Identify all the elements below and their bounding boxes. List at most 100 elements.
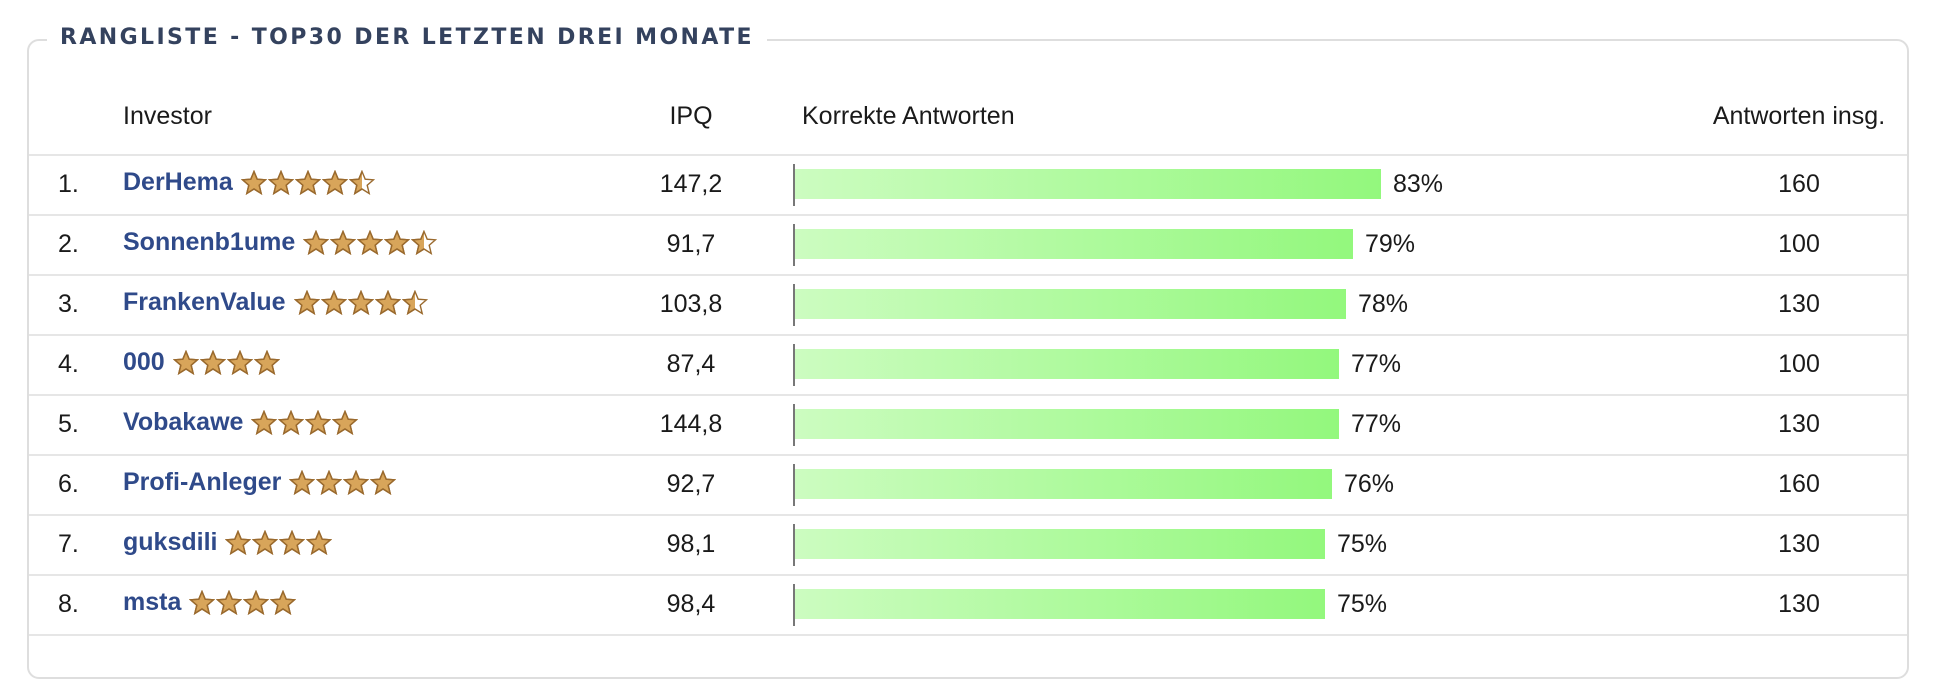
star-icon <box>348 169 375 195</box>
table-divider <box>29 634 1907 636</box>
correct-answers-bar <box>795 229 1353 259</box>
star-icon <box>251 409 278 435</box>
rank-number: 2. <box>58 230 79 258</box>
star-icon <box>305 409 332 435</box>
investor-cell: DerHema <box>123 168 376 197</box>
bar-axis <box>793 464 795 506</box>
total-answers: 160 <box>1778 170 1820 198</box>
star-icon <box>189 589 216 615</box>
panel-title: RANGLISTE - TOP30 DER LETZTEN DREI MONAT… <box>47 22 767 54</box>
correct-answers-bar <box>795 289 1346 319</box>
star-icon <box>303 229 330 255</box>
investor-cell: 000 <box>123 348 281 377</box>
rank-number: 6. <box>58 470 79 498</box>
star-icon <box>320 289 347 315</box>
investor-cell: Vobakawe <box>123 408 359 437</box>
ipq-value: 92,7 <box>666 470 716 498</box>
star-icon <box>374 289 401 315</box>
star-icon <box>357 229 384 255</box>
column-header-ipq: IPQ <box>669 102 713 130</box>
total-answers: 130 <box>1778 410 1820 438</box>
investor-cell: Profi-Anleger <box>123 468 397 497</box>
column-header-total-answers: Antworten insg. <box>1712 102 1886 130</box>
table-row: 8. msta 98,4 75% 130 <box>29 574 1907 634</box>
bar-axis <box>793 344 795 386</box>
rating-stars <box>251 409 359 436</box>
rank-number: 8. <box>58 590 79 618</box>
ipq-value: 91,7 <box>666 230 716 258</box>
column-header-correct-answers: Korrekte Antworten <box>802 102 1015 130</box>
investor-cell: msta <box>123 588 297 617</box>
star-icon <box>278 409 305 435</box>
investor-name-link[interactable]: guksdili <box>123 528 218 556</box>
correct-answers-percent: 77% <box>1351 410 1402 438</box>
correct-answers-percent: 75% <box>1337 590 1388 618</box>
investor-name-link[interactable]: Profi-Anleger <box>123 468 282 496</box>
bar-axis <box>793 284 795 326</box>
total-answers: 100 <box>1778 230 1820 258</box>
bar-axis <box>793 524 795 566</box>
star-icon <box>316 469 343 495</box>
table-header: Investor IPQ Korrekte Antworten Antworte… <box>29 94 1907 154</box>
rank-number: 3. <box>58 290 79 318</box>
bar-axis <box>793 404 795 446</box>
correct-answers-bar <box>795 409 1339 439</box>
total-answers: 100 <box>1778 350 1820 378</box>
star-icon <box>321 169 348 195</box>
ipq-value: 147,2 <box>659 170 723 198</box>
bar-axis <box>793 584 795 626</box>
star-icon <box>243 589 270 615</box>
star-icon <box>225 529 252 555</box>
investor-name-link[interactable]: 000 <box>123 348 165 376</box>
star-icon <box>252 529 279 555</box>
correct-answers-bar <box>795 349 1339 379</box>
table-row: 6. Profi-Anleger 92,7 76% 160 <box>29 454 1907 514</box>
table-row: 7. guksdili 98,1 75% 130 <box>29 514 1907 574</box>
ipq-value: 103,8 <box>659 290 723 318</box>
star-icon <box>226 349 253 375</box>
investor-name-link[interactable]: FrankenValue <box>123 288 286 316</box>
star-icon <box>172 349 199 375</box>
investor-name-link[interactable]: DerHema <box>123 168 233 196</box>
ipq-value: 144,8 <box>659 410 723 438</box>
correct-answers-percent: 77% <box>1351 350 1402 378</box>
table-row: 2. Sonnenb1ume 91,7 79% 100 <box>29 214 1907 274</box>
star-icon <box>293 289 320 315</box>
table-row: 1. DerHema 147,2 83% 160 <box>29 154 1907 214</box>
star-icon <box>199 349 226 375</box>
star-icon <box>343 469 370 495</box>
investor-cell: guksdili <box>123 528 333 557</box>
ranking-table: 1. DerHema 147,2 83% 160 2. Sonnenb1ume <box>29 154 1907 634</box>
correct-answers-bar <box>795 169 1381 199</box>
ipq-value: 98,1 <box>666 530 716 558</box>
star-icon <box>347 289 374 315</box>
investor-name-link[interactable]: Vobakawe <box>123 408 244 436</box>
star-icon <box>332 409 359 435</box>
rating-stars <box>189 589 297 616</box>
investor-name-link[interactable]: msta <box>123 588 182 616</box>
star-icon <box>401 289 428 315</box>
star-icon <box>216 589 243 615</box>
investor-cell: FrankenValue <box>123 288 429 317</box>
total-answers: 130 <box>1778 290 1820 318</box>
rating-stars <box>293 289 429 316</box>
rank-number: 5. <box>58 410 79 438</box>
investor-cell: Sonnenb1ume <box>123 228 438 257</box>
rating-stars <box>172 349 281 376</box>
total-answers: 130 <box>1778 530 1820 558</box>
rating-stars <box>225 529 333 556</box>
correct-answers-percent: 83% <box>1393 170 1444 198</box>
star-icon <box>294 169 321 195</box>
ipq-value: 98,4 <box>666 590 716 618</box>
rating-stars <box>240 169 376 196</box>
table-row: 5. Vobakawe 144,8 77% 130 <box>29 394 1907 454</box>
rank-number: 7. <box>58 530 79 558</box>
star-icon <box>253 349 280 375</box>
correct-answers-bar <box>795 589 1325 619</box>
star-icon <box>289 469 316 495</box>
bar-axis <box>793 224 795 266</box>
total-answers: 130 <box>1778 590 1820 618</box>
star-icon <box>267 169 294 195</box>
star-icon <box>306 529 333 555</box>
investor-name-link[interactable]: Sonnenb1ume <box>123 228 296 256</box>
